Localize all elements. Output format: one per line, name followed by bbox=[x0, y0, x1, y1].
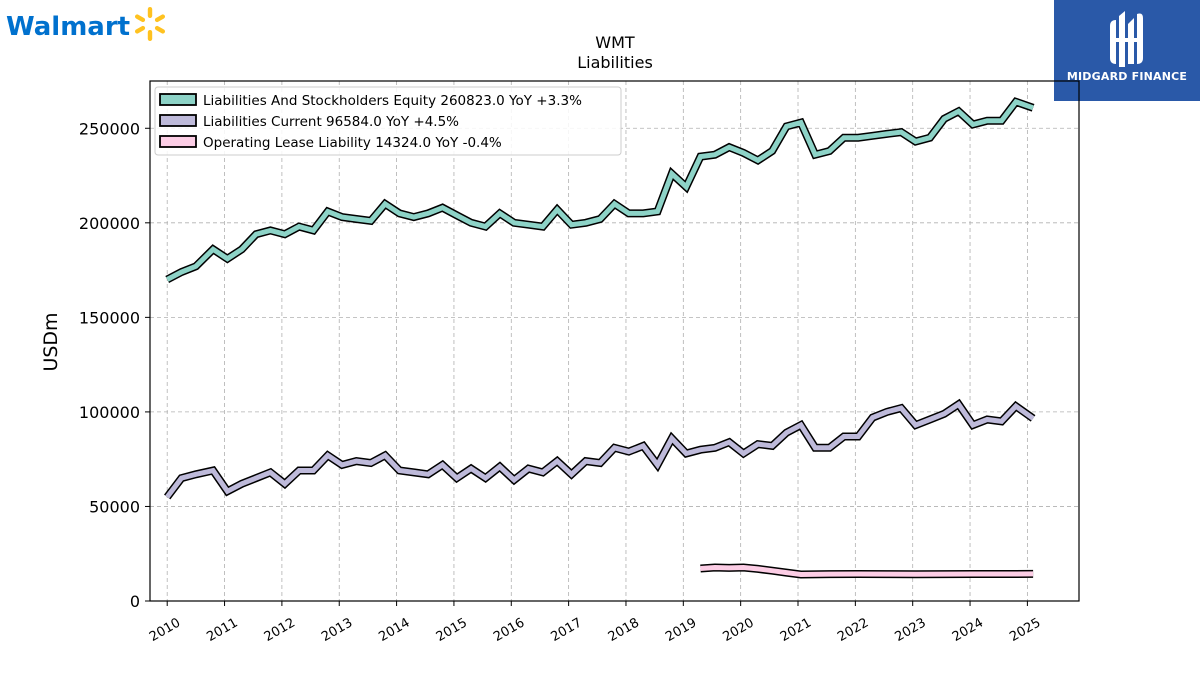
legend: Liabilities And Stockholders Equity 2608… bbox=[154, 86, 622, 156]
x-tick-label: 2025 bbox=[1007, 615, 1043, 645]
x-tick-label: 2012 bbox=[262, 615, 298, 645]
y-tick-label: 0 bbox=[130, 592, 140, 611]
series-line-1 bbox=[165, 400, 1035, 499]
chart-subtitle: Liabilities bbox=[577, 53, 653, 72]
x-tick-label: 2020 bbox=[721, 615, 757, 645]
midgard-emblem-icon bbox=[1110, 11, 1143, 67]
x-tick-label: 2016 bbox=[491, 615, 527, 645]
grid bbox=[150, 81, 1079, 601]
y-tick-label: 100000 bbox=[79, 403, 140, 422]
chart-title: WMT bbox=[595, 33, 635, 52]
walmart-logo: Walmart bbox=[4, 4, 174, 46]
x-tick-label: 2019 bbox=[663, 615, 699, 645]
walmart-wordmark: Walmart bbox=[6, 12, 130, 42]
y-axis: 0 50000 100000 150000 200000 250000 bbox=[79, 119, 150, 611]
x-tick-label: 2023 bbox=[893, 615, 929, 645]
y-tick-label: 200000 bbox=[79, 214, 140, 233]
y-tick-label: 250000 bbox=[79, 119, 140, 138]
x-tick-label: 2022 bbox=[835, 615, 871, 645]
plot-frame bbox=[149, 80, 1080, 602]
x-tick-label: 2021 bbox=[778, 615, 814, 645]
midgard-finance-logo: MIDGARD FINANCE bbox=[1054, 0, 1200, 101]
series-line-0 bbox=[166, 98, 1034, 282]
y-tick-label: 150000 bbox=[79, 308, 140, 327]
x-tick-label: 2015 bbox=[434, 615, 470, 645]
legend-label-1: Liabilities Current 96584.0 YoY +4.5% bbox=[203, 114, 459, 130]
x-tick-label: 2013 bbox=[319, 615, 355, 645]
spark-icon bbox=[134, 7, 166, 41]
x-tick-label: 2014 bbox=[376, 615, 412, 645]
x-tick-label: 2011 bbox=[204, 615, 240, 645]
x-axis: 2010 2011 2012 2013 2014 2015 2016 2017 2018 2019… bbox=[147, 601, 1043, 645]
legend-swatch-1 bbox=[159, 114, 197, 127]
series-line-2 bbox=[700, 564, 1034, 578]
x-tick-label: 2017 bbox=[548, 615, 584, 645]
legend-box bbox=[154, 86, 622, 156]
legend-label-2: Operating Lease Liability 14324.0 YoY -0… bbox=[203, 135, 502, 151]
x-tick-label: 2010 bbox=[147, 615, 183, 645]
x-tick-label: 2018 bbox=[606, 615, 642, 645]
legend-swatch-2 bbox=[159, 135, 197, 148]
legend-label-0: Liabilities And Stockholders Equity 2608… bbox=[203, 93, 582, 109]
y-axis-label: USDm bbox=[40, 312, 62, 371]
midgard-wordmark: MIDGARD FINANCE bbox=[1066, 70, 1188, 83]
y-tick-label: 50000 bbox=[89, 497, 140, 516]
legend-swatch-0 bbox=[159, 93, 197, 106]
series-lines bbox=[164, 97, 1036, 579]
x-tick-label: 2024 bbox=[950, 615, 986, 645]
series-outline-1 bbox=[164, 398, 1036, 500]
